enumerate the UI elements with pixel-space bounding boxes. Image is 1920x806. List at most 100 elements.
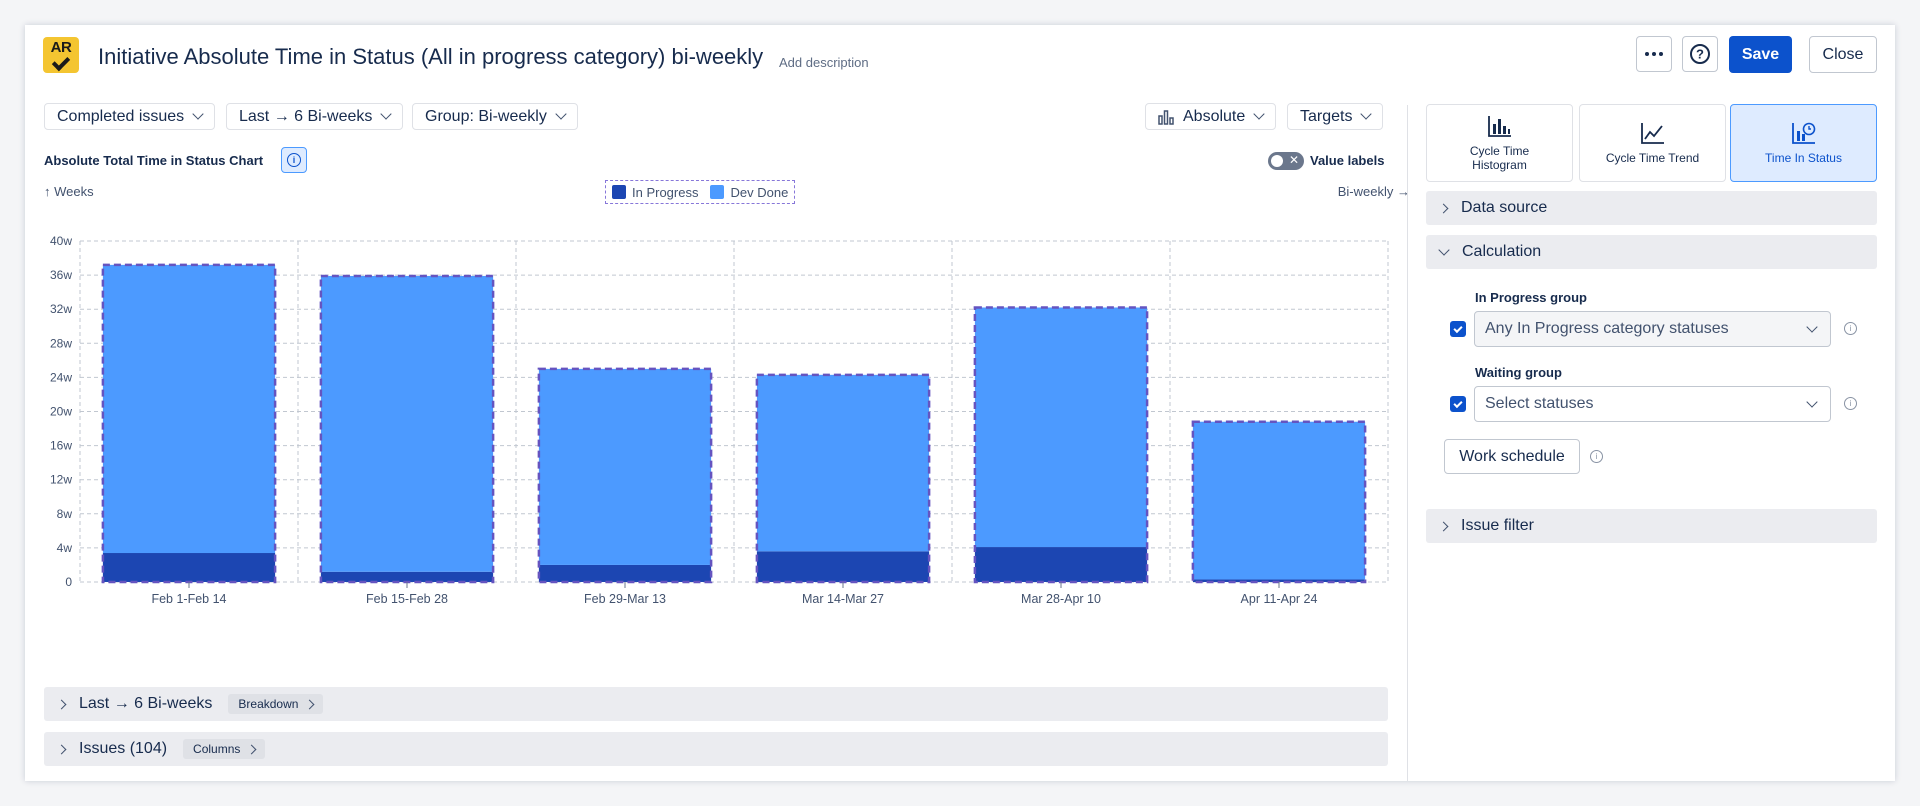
x-tick-label: Mar 28-Apr 10 bbox=[1021, 592, 1101, 606]
tab-cycle-time-trend[interactable]: Cycle Time Trend bbox=[1579, 104, 1726, 182]
waiting-group-select[interactable]: Select statuses bbox=[1474, 386, 1831, 422]
issue-filter-section[interactable]: Issue filter bbox=[1426, 509, 1877, 543]
stacked-bar-chart: 0 4w 8w 12w 16w 20w 24w 28w 32w 36w 40w Feb 1-Feb 1… bbox=[50, 234, 1389, 606]
legend-label-dev-done: Dev Done bbox=[730, 184, 789, 200]
page-title: Initiative Absolute Time in Status (All … bbox=[98, 44, 764, 69]
chevron-down-icon bbox=[380, 108, 393, 120]
x-tick-label: Mar 14-Mar 27 bbox=[802, 592, 884, 606]
bar-segment-dev-done bbox=[102, 264, 276, 554]
chevron-down-icon bbox=[192, 108, 204, 120]
mode-dropdown[interactable]: Absolute bbox=[1145, 103, 1277, 130]
add-description-link[interactable]: Add description bbox=[779, 55, 869, 70]
svg-text:?: ? bbox=[1696, 47, 1704, 62]
chevron-right-icon bbox=[56, 699, 67, 709]
panel-divider bbox=[1407, 105, 1408, 781]
calculation-section[interactable]: Calculation bbox=[1426, 235, 1877, 269]
app-logo: AR bbox=[43, 37, 79, 73]
chevron-down-icon bbox=[1253, 108, 1265, 120]
arrow-up-icon: ↑ bbox=[44, 184, 55, 199]
y-tick-label: 20w bbox=[50, 405, 72, 419]
x-tick-label: Feb 1-Feb 14 bbox=[151, 592, 226, 606]
waiting-group-checkbox[interactable] bbox=[1450, 396, 1466, 412]
chevron-down-icon bbox=[1806, 396, 1818, 408]
waiting-group-label: Waiting group bbox=[1475, 365, 1562, 380]
bar-segment-in-progress bbox=[974, 547, 1148, 582]
x-tick-label: Apr 11-Apr 24 bbox=[1241, 592, 1318, 606]
more-icon bbox=[1645, 52, 1663, 56]
x-tick-label: Feb 15-Feb 28 bbox=[366, 592, 448, 606]
columns-label: Columns bbox=[193, 742, 241, 756]
targets-label: Targets bbox=[1300, 107, 1353, 125]
issue-filter-label: Issue filter bbox=[1461, 517, 1534, 534]
histogram-icon bbox=[1487, 116, 1511, 137]
y-tick-label: 8w bbox=[57, 507, 73, 521]
legend-swatch-in-progress bbox=[612, 185, 626, 199]
bar-segment-dev-done bbox=[756, 374, 930, 552]
in-progress-group-label: In Progress group bbox=[1475, 290, 1587, 305]
chevron-down-icon bbox=[1806, 321, 1818, 333]
group-label: Group: Bi-weekly bbox=[425, 107, 547, 125]
work-schedule-button[interactable]: Work schedule bbox=[1444, 439, 1580, 474]
period-breakdown-accordion[interactable]: Last → 6 Bi-weeks Breakdown bbox=[44, 687, 1388, 721]
report-panel: AR Initiative Absolute Time in Status (A… bbox=[25, 25, 1895, 781]
chevron-down-icon bbox=[1438, 244, 1450, 256]
bar-segment-in-progress bbox=[1192, 579, 1366, 582]
breakdown-label: Breakdown bbox=[238, 697, 299, 711]
in-progress-group-select[interactable]: Any In Progress category statuses bbox=[1474, 311, 1831, 347]
x-tick-label: Feb 29-Mar 13 bbox=[584, 592, 666, 606]
y-tick-label: 4w bbox=[57, 541, 73, 555]
info-icon[interactable]: i bbox=[1590, 450, 1603, 463]
waiting-group-placeholder: Select statuses bbox=[1485, 395, 1594, 412]
chart-info-button[interactable]: i bbox=[281, 147, 307, 173]
check-icon bbox=[1453, 398, 1463, 408]
chevron-down-icon bbox=[1360, 108, 1373, 120]
close-icon: ✕ bbox=[1288, 153, 1299, 167]
bar-segment-in-progress bbox=[538, 564, 712, 582]
y-tick-label: 36w bbox=[50, 268, 72, 282]
issues-accordion-label: Issues (104) bbox=[79, 740, 168, 757]
chevron-right-icon bbox=[304, 699, 315, 709]
y-unit-label: Weeks bbox=[54, 184, 94, 199]
tab-label: Cycle Time Trend bbox=[1605, 151, 1700, 165]
y-tick-label: 32w bbox=[50, 302, 72, 316]
y-tick-label: 12w bbox=[50, 473, 72, 487]
tab-time-in-status[interactable]: Time In Status bbox=[1730, 104, 1877, 182]
issues-filter-dropdown[interactable]: Completed issues bbox=[44, 103, 216, 130]
chart-legend: In Progress Dev Done bbox=[605, 180, 796, 204]
more-options-button[interactable] bbox=[1636, 36, 1672, 72]
y-tick-label: 16w bbox=[50, 439, 72, 453]
breakdown-pill[interactable]: Breakdown bbox=[228, 694, 324, 714]
group-dropdown[interactable]: Group: Bi-weekly bbox=[412, 103, 578, 130]
legend-label-in-progress: In Progress bbox=[632, 184, 699, 200]
chevron-down-icon bbox=[555, 108, 567, 120]
close-button[interactable]: Close bbox=[1809, 36, 1877, 73]
in-progress-group-checkbox[interactable] bbox=[1450, 321, 1466, 337]
bar-segment-in-progress bbox=[756, 551, 930, 582]
legend-swatch-dev-done bbox=[710, 185, 725, 199]
info-icon[interactable]: i bbox=[1844, 397, 1857, 410]
save-button[interactable]: Save bbox=[1729, 36, 1792, 73]
bar-segment-dev-done bbox=[1192, 421, 1366, 580]
tab-label: Time In Status bbox=[1765, 151, 1842, 165]
chevron-right-icon bbox=[56, 744, 67, 754]
columns-pill[interactable]: Columns bbox=[183, 739, 266, 759]
value-labels-toggle[interactable]: ✕ bbox=[1268, 152, 1304, 170]
help-icon: ? bbox=[1690, 44, 1710, 64]
issues-accordion[interactable]: Issues (104) Columns bbox=[44, 732, 1388, 766]
targets-dropdown[interactable]: Targets bbox=[1287, 103, 1384, 130]
tab-cycle-time-histogram[interactable]: Cycle Time Histogram bbox=[1426, 104, 1573, 182]
trend-icon bbox=[1640, 123, 1664, 144]
period-label: Last → 6 Bi-weeks bbox=[239, 107, 373, 125]
help-button[interactable]: ? bbox=[1682, 36, 1718, 72]
bar-segment-dev-done bbox=[538, 368, 712, 565]
value-labels-label: Value labels bbox=[1310, 153, 1385, 168]
info-icon[interactable]: i bbox=[1844, 322, 1857, 335]
y-axis-unit: ↑ Weeks bbox=[44, 184, 94, 199]
check-icon bbox=[1453, 323, 1463, 333]
chart-title: Absolute Total Time in Status Chart bbox=[44, 153, 264, 168]
bar-chart-icon bbox=[1158, 109, 1174, 125]
bar-outline bbox=[537, 367, 713, 584]
bar-segment-dev-done bbox=[974, 307, 1148, 548]
data-source-section[interactable]: Data source bbox=[1426, 191, 1877, 225]
period-dropdown[interactable]: Last → 6 Bi-weeks bbox=[226, 103, 404, 130]
